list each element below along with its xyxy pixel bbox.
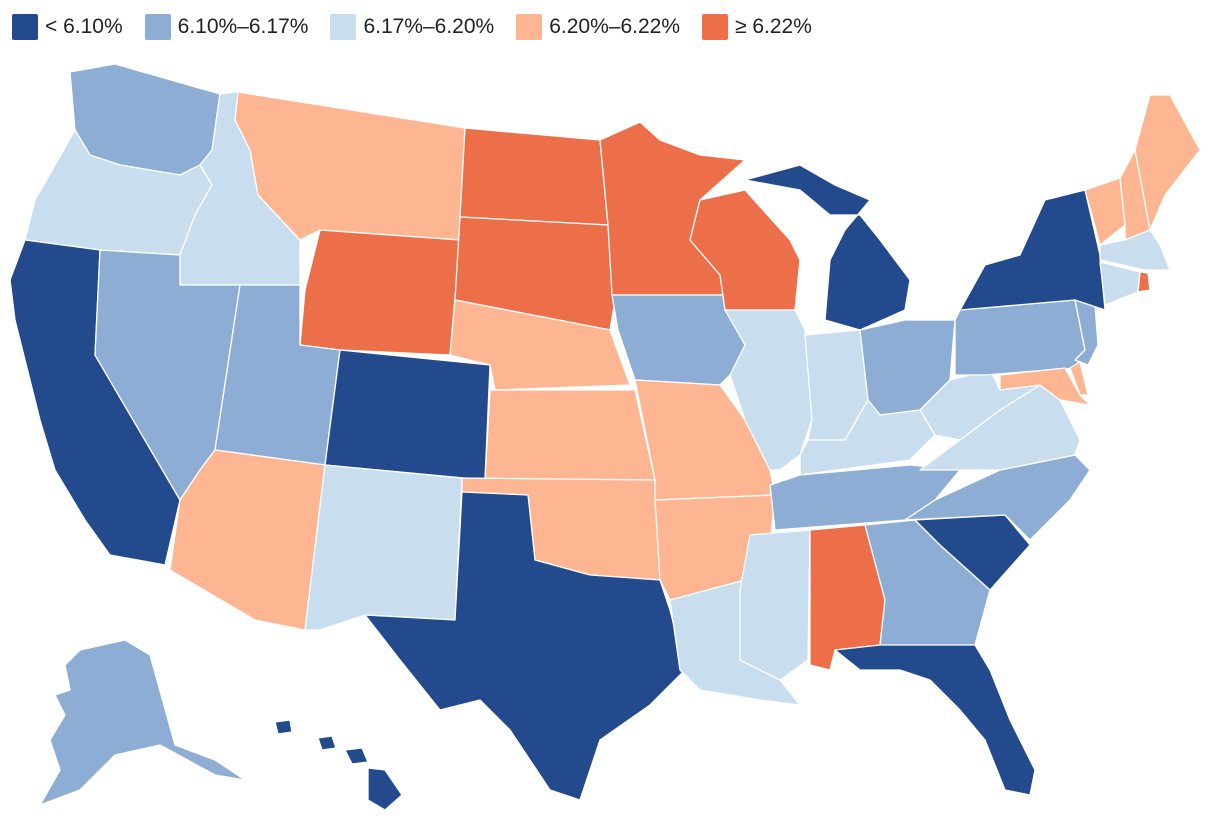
state-AK[interactable]	[39, 639, 246, 806]
state-IL[interactable]	[724, 309, 813, 471]
legend-label: 6.10%–6.17%	[177, 15, 309, 38]
state-KS[interactable]	[484, 389, 656, 481]
state-CT[interactable]	[1099, 261, 1141, 306]
state-KY[interactable]	[799, 399, 936, 476]
legend-swatch	[330, 14, 357, 40]
state-HI[interactable]	[274, 719, 403, 811]
state-SD[interactable]	[454, 216, 616, 331]
state-NM[interactable]	[304, 464, 463, 631]
legend-swatch	[702, 14, 728, 40]
state-TN[interactable]	[769, 464, 961, 531]
state-DE[interactable]	[1069, 361, 1089, 396]
legend-swatch	[516, 14, 543, 40]
state-PA[interactable]	[954, 299, 1086, 376]
legend-swatch	[144, 14, 171, 40]
state-NC[interactable]	[904, 454, 1091, 541]
state-RI[interactable]	[1137, 271, 1151, 293]
legend-label: < 6.10%	[45, 15, 123, 38]
legend-item-6-10-to-6-17: 6.10%–6.17%	[144, 14, 309, 40]
legend-item-6-17-to-6-20: 6.17%–6.20%	[330, 14, 494, 40]
state-MS[interactable]	[739, 529, 811, 681]
legend-item-below-6-10: < 6.10%	[12, 14, 123, 40]
state-MA[interactable]	[1099, 229, 1171, 271]
legend-label: 6.17%–6.20%	[363, 15, 495, 38]
legend-label: 6.20%–6.22%	[549, 15, 680, 38]
state-FL[interactable]	[834, 644, 1036, 796]
state-MD[interactable]	[999, 367, 1091, 406]
legend-item-6-20-to-6-22: 6.20%–6.22%	[516, 14, 680, 40]
state-CO[interactable]	[324, 349, 491, 481]
state-ND[interactable]	[459, 127, 609, 226]
state-NY[interactable]	[959, 189, 1106, 311]
legend-label: ≥ 6.22%	[735, 15, 812, 38]
legend-swatch	[12, 14, 38, 40]
state-WY[interactable]	[299, 229, 461, 356]
legend-item-above-6-22: ≥ 6.22%	[702, 14, 812, 40]
state-TX[interactable]	[364, 491, 686, 801]
map-legend: < 6.10% 6.10%–6.17% 6.17%–6.20% 6.20%–6.…	[12, 14, 834, 40]
